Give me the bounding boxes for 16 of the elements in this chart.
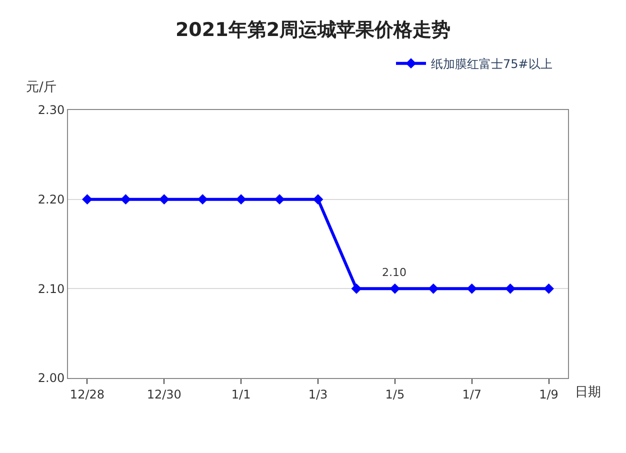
x-tick-label: 12/28 bbox=[70, 387, 105, 402]
x-tick-label: 1/5 bbox=[385, 387, 405, 402]
legend-label: 纸加膜红富士75#以上 bbox=[431, 57, 552, 72]
annotation: 2.10 bbox=[382, 266, 406, 279]
chart-title: 2021年第2周运城苹果价格走势 bbox=[175, 18, 451, 41]
x-axis-title: 日期 bbox=[575, 385, 601, 400]
y-tick-label: 2.10 bbox=[38, 282, 65, 296]
x-tick-label: 12/30 bbox=[146, 387, 182, 402]
y-axis-title: 元/斤 bbox=[26, 80, 56, 95]
x-tick-label: 1/3 bbox=[308, 387, 328, 402]
x-tick-label: 1/9 bbox=[539, 387, 558, 402]
x-tick-label: 1/1 bbox=[231, 387, 251, 402]
y-tick-label: 2.00 bbox=[38, 371, 65, 386]
x-tick-label: 1/7 bbox=[462, 387, 482, 402]
y-tick-label: 2.30 bbox=[38, 103, 65, 118]
y-tick-label: 2.20 bbox=[38, 192, 65, 207]
